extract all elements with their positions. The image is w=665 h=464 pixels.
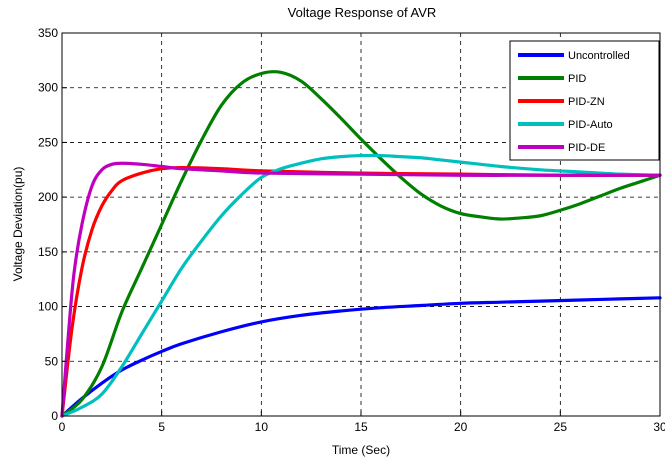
legend-label-pid-auto: PID-Auto xyxy=(568,119,613,131)
legend-label-pid: PID xyxy=(568,73,586,85)
series-line-pid-de xyxy=(60,161,662,418)
legend-label-pid-zn: PID-ZN xyxy=(568,96,605,108)
x-axis-label: Time (Sec) xyxy=(332,443,390,457)
series-line-pid xyxy=(60,70,662,418)
y-tick-label: 200 xyxy=(38,190,58,204)
y-tick-label: 50 xyxy=(45,354,59,368)
y-tick-label: 300 xyxy=(38,81,58,95)
y-tick-label: 150 xyxy=(38,245,58,259)
series-line-uncontrolled xyxy=(60,296,662,418)
x-tick-label: 5 xyxy=(158,420,165,434)
chart-title: Voltage Response of AVR xyxy=(288,5,437,20)
y-axis-label: Voltage Deviation(pu) xyxy=(11,167,25,282)
x-tick-label: 15 xyxy=(354,420,368,434)
y-tick-label: 0 xyxy=(51,409,58,423)
legend-label-pid-de: PID-DE xyxy=(568,142,605,154)
x-tick-label: 0 xyxy=(59,420,66,434)
y-tick-label: 350 xyxy=(38,26,58,40)
grid xyxy=(62,33,660,416)
x-tick-label: 20 xyxy=(454,420,468,434)
series-lines xyxy=(60,70,662,418)
x-tick-label: 10 xyxy=(255,420,269,434)
x-tick-label: 25 xyxy=(554,420,568,434)
x-tick-label: 30 xyxy=(653,420,665,434)
series-line-pid-auto xyxy=(60,153,662,418)
y-tick-label: 100 xyxy=(38,300,58,314)
y-tick-label: 250 xyxy=(38,135,58,149)
legend: Uncontrolled PID PID-ZN PID-Auto PID-DE xyxy=(509,40,660,161)
legend-label-uncontrolled: Uncontrolled xyxy=(568,50,630,62)
